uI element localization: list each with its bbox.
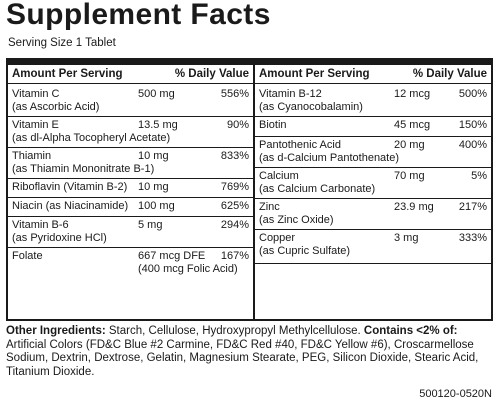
nutrient-amount: 5 mg [138, 219, 163, 231]
nutrient-row: Pantothenic Acid (as d-Calcium Pantothen… [255, 136, 491, 168]
nutrient-dv: 150% [458, 119, 487, 131]
right-header: Amount Per Serving % Daily Value [255, 68, 491, 84]
facts-table: Amount Per Serving % Daily Value Vitamin… [6, 58, 493, 321]
nutrient-amount: 23.9 mg [394, 201, 434, 213]
nutrient-row: Copper (as Cupric Sulfate) 3 mg 333% [255, 229, 491, 264]
nutrient-amount: 10 mg [138, 150, 169, 162]
dv-header: % Daily Value [174, 68, 249, 80]
right-column: Amount Per Serving % Daily Value Vitamin… [255, 60, 491, 319]
left-header: Amount Per Serving % Daily Value [8, 68, 253, 84]
nutrient-amount: 3 mg [394, 232, 419, 244]
label-title: Supplement Facts [6, 0, 271, 31]
nutrient-dv: 217% [458, 201, 487, 213]
nutrient-amount: 10 mg [138, 181, 169, 193]
nutrient-dv: 5% [471, 170, 487, 182]
nutrient-row: Niacin (as Niacinamide) 100 mg 625% [8, 197, 253, 217]
ingredients-text-more: Artificial Colors (FD&C Blue #2 Carmine,… [6, 338, 479, 378]
nutrient-dv: 294% [220, 219, 249, 231]
nutrient-source: (as dl-Alpha Tocopheryl Acetate) [12, 132, 171, 144]
nutrient-name: Calcium [259, 170, 299, 182]
nutrient-dv: 400% [458, 139, 487, 151]
nutrient-dv: 333% [458, 232, 487, 244]
nutrient-amount: 500 mg [138, 88, 175, 100]
nutrient-source: (as d-Calcium Pantothenate) [259, 152, 400, 164]
nutrient-row: Riboflavin (Vitamin B-2) 10 mg 769% [8, 178, 253, 198]
nutrient-row: Thiamin (as Thiamin Mononitrate B-1) 10 … [8, 147, 253, 179]
nutrient-amount: 20 mg [394, 139, 425, 151]
nutrient-dv: 625% [220, 200, 249, 212]
nutrient-name: Folate [12, 250, 43, 262]
nutrient-amount: 12 mcg [394, 88, 431, 100]
nutrient-row: Vitamin B-6 (as Pyridoxine HCl) 5 mg 294… [8, 216, 253, 248]
nutrient-amount: 45 mcg [394, 119, 431, 131]
nutrient-source: (as Cyanocobalamin) [259, 101, 363, 113]
product-code: 500120-0520N [419, 388, 492, 400]
ingredients-text: Starch, Cellulose, Hydroxypropyl Methylc… [105, 325, 364, 337]
nutrient-dv: 769% [220, 181, 249, 193]
nutrient-source: (as Zinc Oxide) [259, 214, 334, 226]
nutrient-source: (as Thiamin Mononitrate B-1) [12, 163, 155, 175]
nutrient-name: Riboflavin (Vitamin B-2) [12, 181, 128, 193]
nutrient-name: Vitamin E [12, 119, 59, 131]
nutrient-dv: 500% [458, 88, 487, 100]
nutrient-amount: 100 mg [138, 200, 175, 212]
amount-header: Amount Per Serving [259, 68, 370, 80]
nutrient-dv: 556% [220, 88, 249, 100]
left-column: Amount Per Serving % Daily Value Vitamin… [8, 60, 255, 319]
nutrient-row: Folate 667 mcg DFE (400 mcg Folic Acid) … [8, 247, 253, 281]
nutrient-dv: 90% [226, 119, 249, 131]
nutrient-row: Vitamin B-12 (as Cyanocobalamin) 12 mcg … [255, 85, 491, 117]
contains-label: Contains <2% of: [363, 325, 458, 337]
amount-header: Amount Per Serving [12, 68, 123, 80]
nutrient-source: (as Ascorbic Acid) [12, 101, 100, 113]
nutrient-source: (as Calcium Carbonate) [259, 183, 376, 195]
table-top-bar [6, 58, 493, 65]
nutrient-name: Zinc [259, 201, 280, 213]
nutrient-name: Biotin [259, 119, 287, 131]
nutrient-name: Vitamin B-12 [259, 88, 322, 100]
nutrient-amount: 13.5 mg [138, 119, 178, 131]
nutrient-name: Vitamin C [12, 88, 60, 100]
nutrient-name: Vitamin B-6 [12, 219, 69, 231]
nutrient-amount-detail: (400 mcg Folic Acid) [138, 263, 238, 275]
nutrient-name: Niacin (as Niacinamide) [12, 200, 129, 212]
serving-size: Serving Size 1 Tablet [8, 37, 116, 49]
nutrient-name: Copper [259, 232, 296, 244]
ingredients-label: Other Ingredients: [6, 325, 106, 337]
dv-header: % Daily Value [412, 68, 487, 80]
nutrient-row: Calcium (as Calcium Carbonate) 70 mg 5% [255, 167, 491, 199]
nutrient-dv: 167% [220, 250, 249, 262]
nutrient-row: Vitamin C (as Ascorbic Acid) 500 mg 556% [8, 85, 253, 117]
nutrient-source: (as Cupric Sulfate) [259, 245, 351, 257]
nutrient-source: (as Pyridoxine HCl) [12, 232, 107, 244]
nutrient-row: Zinc (as Zinc Oxide) 23.9 mg 217% [255, 198, 491, 230]
nutrient-dv: 833% [220, 150, 249, 162]
nutrient-amount: 667 mcg DFE [138, 250, 206, 262]
nutrient-name: Pantothenic Acid [259, 139, 341, 151]
other-ingredients: Other Ingredients: Starch, Cellulose, Hy… [6, 325, 496, 379]
nutrient-row: Biotin 45 mcg 150% [255, 116, 491, 137]
nutrient-name: Thiamin [12, 150, 52, 162]
nutrient-row: Vitamin E (as dl-Alpha Tocopheryl Acetat… [8, 116, 253, 148]
nutrient-amount: 70 mg [394, 170, 425, 182]
